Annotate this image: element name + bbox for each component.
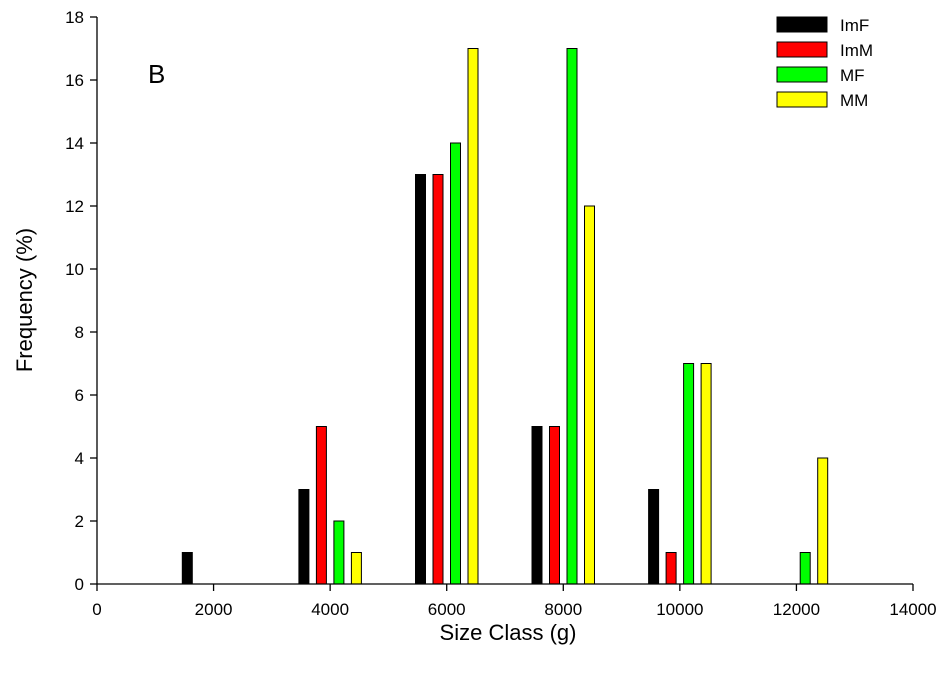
legend-label-imm: ImM — [840, 41, 873, 60]
bar-mf-10000 — [683, 363, 695, 585]
bar-imm-4000 — [315, 426, 327, 585]
y-tick-label: 14 — [65, 134, 84, 153]
y-tick-label: 2 — [75, 512, 84, 531]
bar-mm-12000 — [817, 457, 829, 585]
x-tick-label: 4000 — [311, 600, 349, 619]
bar-imf-6000 — [415, 174, 426, 585]
x-tick-label: 14000 — [889, 600, 936, 619]
bar-imm-8000 — [549, 426, 560, 585]
x-tick-label: 10000 — [656, 600, 703, 619]
bar-imf-10000 — [648, 489, 660, 585]
x-tick-label: 8000 — [544, 600, 582, 619]
bar-mf-12000 — [799, 552, 811, 585]
x-axis-title: Size Class (g) — [440, 620, 577, 645]
y-axis-title: Frequency (%) — [12, 228, 37, 372]
bar-mm-4000 — [350, 552, 362, 585]
legend-swatch-mm — [776, 91, 828, 108]
y-tick-label: 6 — [75, 386, 84, 405]
y-tick-label: 12 — [65, 197, 84, 216]
x-tick-label: 6000 — [428, 600, 466, 619]
panel-label: B — [148, 59, 165, 89]
axes-group: 0 2000 4000 6000 8000 10000 12000 14000 0 2 4 6 8 10 1… — [65, 8, 937, 619]
bars-group — [181, 48, 829, 585]
x-tick-label: 12000 — [773, 600, 820, 619]
bar-mf-8000 — [566, 48, 578, 585]
legend-label-imf: ImF — [840, 16, 869, 35]
x-tick-label: 0 — [92, 600, 101, 619]
bar-mm-6000 — [467, 48, 479, 585]
legend-swatch-imf — [776, 16, 828, 33]
bar-mm-8000 — [584, 205, 595, 585]
y-tick-label: 0 — [75, 575, 84, 594]
legend-label-mf: MF — [840, 66, 865, 85]
bar-imf-2000 — [181, 552, 193, 585]
bar-mf-6000 — [450, 142, 461, 585]
y-tick-label: 10 — [65, 260, 84, 279]
bar-imf-4000 — [298, 489, 310, 585]
y-tick-label: 8 — [75, 323, 84, 342]
legend-label-mm: MM — [840, 91, 868, 110]
x-tick-label: 2000 — [195, 600, 233, 619]
y-tick-label: 18 — [65, 8, 84, 27]
legend: ImF ImM MF MM — [776, 16, 873, 110]
legend-swatch-imm — [776, 41, 828, 58]
bar-imm-10000 — [665, 552, 677, 585]
bar-imm-6000 — [432, 174, 444, 585]
y-tick-label: 16 — [65, 71, 84, 90]
y-tick-label: 4 — [75, 449, 84, 468]
bar-mm-10000 — [700, 363, 712, 585]
bar-mf-4000 — [333, 520, 345, 585]
legend-swatch-mf — [776, 66, 828, 83]
bar-imf-8000 — [531, 426, 543, 585]
